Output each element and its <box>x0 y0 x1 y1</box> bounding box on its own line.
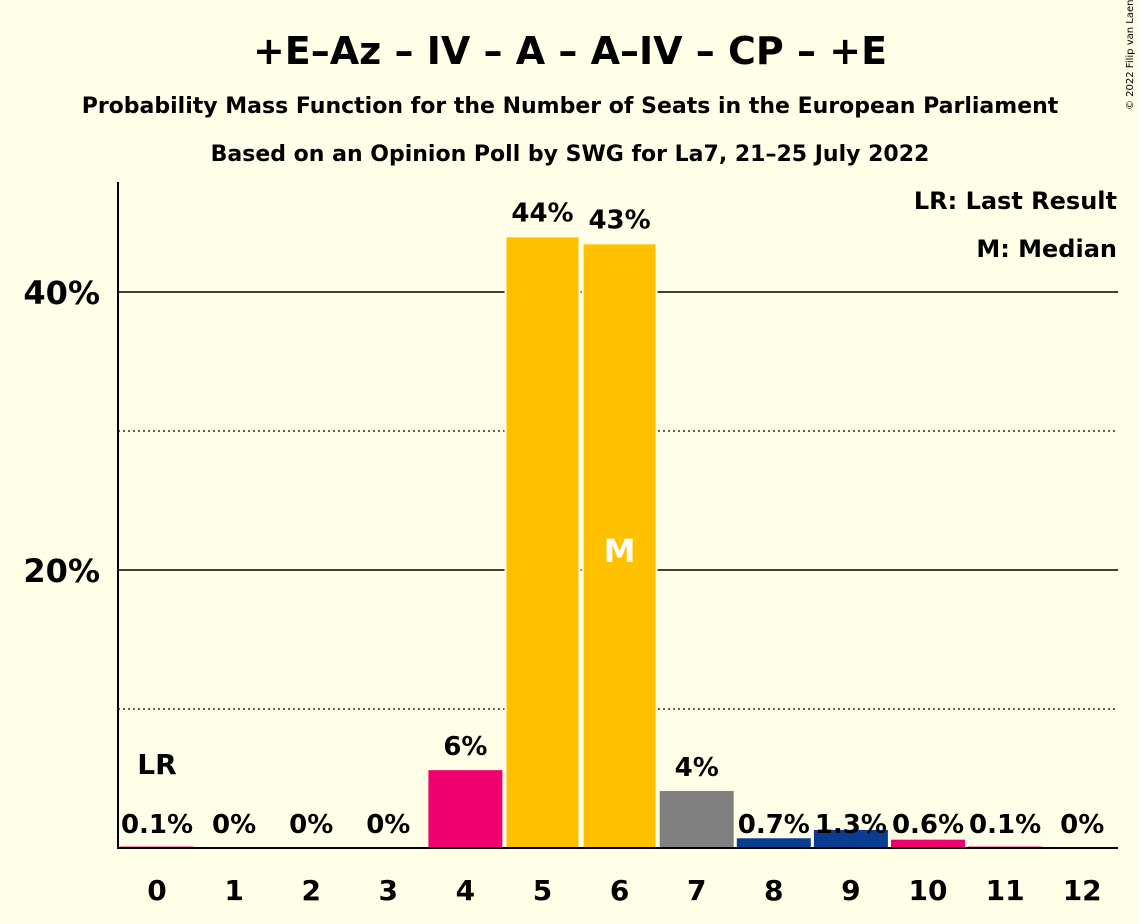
x-tick-label: 8 <box>764 874 783 907</box>
value-label: 0% <box>366 810 410 840</box>
legend-median: M: Median <box>976 235 1117 263</box>
chart-title: +E–Az – IV – A – A–IV – CP – +E <box>253 29 887 73</box>
x-tick-label: 11 <box>986 874 1025 907</box>
value-label: 43% <box>588 205 650 235</box>
value-label: 0.1% <box>121 810 193 840</box>
value-label: 0% <box>212 810 256 840</box>
value-label: 0.6% <box>892 810 964 840</box>
value-label: 0.1% <box>969 810 1041 840</box>
value-labels: 0.1% 0% 0% 0%6%44% 43%4%0.7% 1.3% 0.6% 0.1% 0%LR… <box>121 198 1104 840</box>
value-label: 1.3% <box>815 810 887 840</box>
y-axis: 20% 40% <box>23 182 119 849</box>
x-tick-label: 1 <box>224 874 243 907</box>
value-label: 0% <box>289 810 333 840</box>
x-tick-label: 9 <box>841 874 860 907</box>
median-marker: M <box>604 532 636 570</box>
bar-7-seats <box>659 791 734 848</box>
bar-5-seats <box>504 235 581 849</box>
bar-9-seats <box>813 829 888 848</box>
chart-subtitle: Probability Mass Function for the Number… <box>82 94 1059 119</box>
x-axis: 0 1 2 3 4 5 6 7 8 9 10 11 12 <box>118 847 1118 907</box>
value-label: 0.7% <box>738 810 810 840</box>
y-tick-label: 20% <box>23 552 100 590</box>
x-tick-label: 3 <box>379 874 398 907</box>
last-result-marker: LR <box>137 748 176 781</box>
copyright-note: © 2022 Filip van Laenen <box>1125 0 1136 110</box>
x-tick-label: 0 <box>147 874 166 907</box>
x-tick-label: 2 <box>301 874 320 907</box>
x-tick-label: 5 <box>533 874 552 907</box>
bar-6-seats <box>581 242 658 850</box>
x-tick-label: 12 <box>1063 874 1102 907</box>
x-tick-label: 7 <box>687 874 706 907</box>
value-label: 0% <box>1060 810 1104 840</box>
value-label: 4% <box>675 753 719 783</box>
bars <box>120 235 1043 850</box>
y-tick-label: 40% <box>23 274 100 312</box>
x-tick-label: 6 <box>610 874 629 907</box>
value-label: 6% <box>443 732 487 762</box>
chart-subtitle-source: Based on an Opinion Poll by SWG for La7,… <box>211 142 930 167</box>
bar-4-seats <box>428 770 503 848</box>
bar-10-seats <box>891 839 965 848</box>
x-tick-label: 4 <box>456 874 475 907</box>
bar-8-seats <box>736 838 811 848</box>
x-tick-label: 10 <box>909 874 948 907</box>
legend-last-result: LR: Last Result <box>914 187 1117 215</box>
value-label: 44% <box>511 198 573 228</box>
